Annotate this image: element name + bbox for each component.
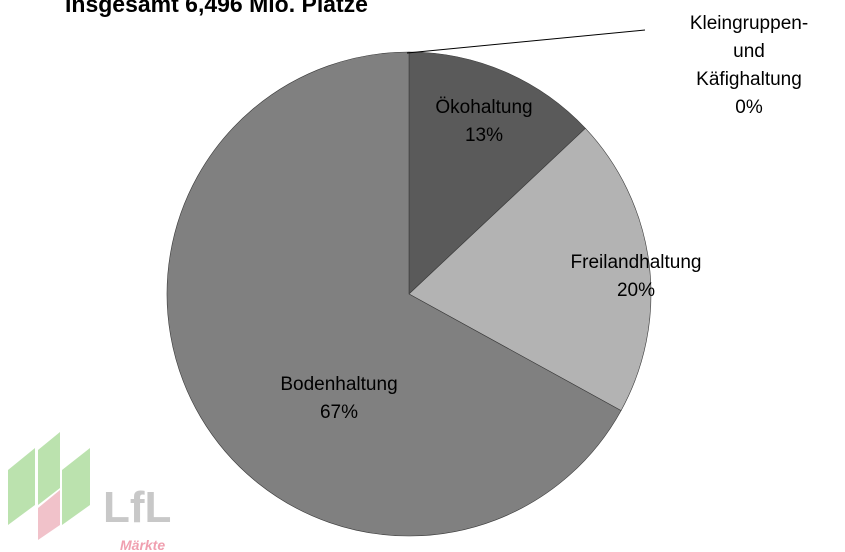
slice-value: 67%	[319, 402, 359, 423]
pie-slice	[408, 127, 652, 411]
slice-label: Freilandhaltung 20%	[571, 249, 702, 305]
slice-value: 0%	[735, 97, 763, 118]
slice-label: Bodenhaltung 67%	[280, 371, 397, 427]
logo-name: LfL	[103, 483, 171, 532]
leader-line	[406, 29, 646, 54]
pie-slice	[166, 51, 622, 537]
slice-label: Kleingruppen- und Käfighaltung 0%	[690, 10, 808, 122]
logo-subtitle: Märkte	[120, 537, 165, 552]
slice-name: Freilandhaltung	[570, 252, 702, 273]
pie-slice	[408, 51, 586, 295]
slice-name: Ökohaltung	[435, 97, 533, 118]
slice-value: 20%	[616, 280, 656, 301]
chart-title: Insgesamt 6,496 Mio. Plätze	[65, 0, 368, 17]
slice-name: Bodenhaltung	[280, 374, 398, 395]
slice-value: 13%	[464, 125, 504, 146]
slice-name: Kleingruppen- und Käfighaltung	[689, 13, 809, 90]
logo-leaves	[8, 432, 90, 540]
slice-label: Ökohaltung 13%	[435, 94, 532, 150]
